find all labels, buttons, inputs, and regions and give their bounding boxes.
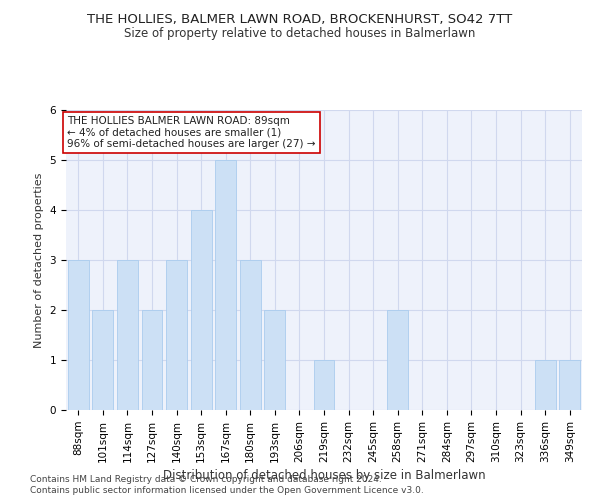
Text: Contains public sector information licensed under the Open Government Licence v3: Contains public sector information licen… [30,486,424,495]
Bar [240,260,261,410]
Y-axis label: Number of detached properties: Number of detached properties [34,172,44,348]
Text: Contains HM Land Registry data © Crown copyright and database right 2024.: Contains HM Land Registry data © Crown c… [30,475,382,484]
Bar [387,310,408,410]
Bar [142,310,163,410]
Text: Size of property relative to detached houses in Balmerlawn: Size of property relative to detached ho… [124,28,476,40]
Bar [92,310,113,410]
Text: THE HOLLIES BALMER LAWN ROAD: 89sqm
← 4% of detached houses are smaller (1)
96% : THE HOLLIES BALMER LAWN ROAD: 89sqm ← 4%… [67,116,316,149]
Bar [215,160,236,410]
Bar [559,360,580,410]
X-axis label: Distribution of detached houses by size in Balmerlawn: Distribution of detached houses by size … [163,469,485,482]
Bar [166,260,187,410]
Text: THE HOLLIES, BALMER LAWN ROAD, BROCKENHURST, SO42 7TT: THE HOLLIES, BALMER LAWN ROAD, BROCKENHU… [88,12,512,26]
Bar [191,210,212,410]
Bar [314,360,334,410]
Bar [535,360,556,410]
Bar [117,260,138,410]
Bar [265,310,286,410]
Bar [68,260,89,410]
